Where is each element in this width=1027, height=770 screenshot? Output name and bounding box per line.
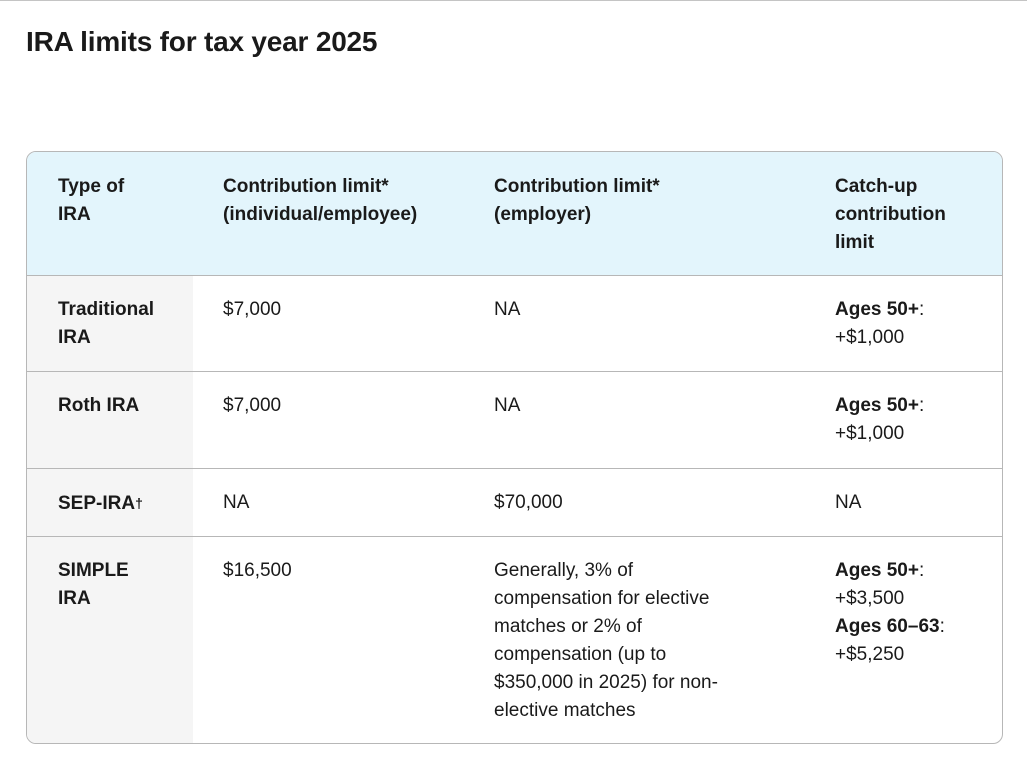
table-row-sep-ira: SEP-IRA† NA $70,000 NA (27, 468, 1002, 537)
cell-individual-limit: $7,000 (193, 275, 464, 372)
cell-employer-limit: $70,000 (464, 468, 804, 537)
table-row-roth-ira: Roth IRA $7,000 NA Ages 50+: +$1,000 (27, 371, 1002, 469)
table-header: Type of IRA Contribution limit* (individ… (27, 152, 1002, 276)
cell-employer-limit: NA (464, 275, 804, 372)
cell-catch-up-limit: NA (804, 468, 1002, 537)
header-catch-up-limit: Catch-up contribution limit (804, 152, 1002, 276)
cell-individual-limit: $7,000 (193, 371, 464, 469)
catch-up-line: Ages 50+: (835, 559, 925, 581)
catch-up-amount: +$1,000 (835, 326, 905, 348)
table-row-simple-ira: SIMPLE IRA $16,500 Generally, 3% of comp… (27, 536, 1002, 743)
catch-up-age-label: Ages 60–63 (835, 615, 940, 637)
ira-limits-table: Type of IRA Contribution limit* (individ… (27, 152, 1002, 743)
page-title: IRA limits for tax year 2025 (26, 26, 378, 57)
ira-limits-table-card: Type of IRA Contribution limit* (individ… (26, 151, 1003, 744)
cell-individual-limit: $16,500 (223, 559, 292, 581)
catch-up-age-label: Ages 50+ (835, 394, 919, 416)
catch-up-amount: +$5,250 (835, 643, 905, 665)
row-type-label: SEP-IRA (58, 492, 136, 514)
row-type-roth-ira: Roth IRA (27, 371, 193, 469)
row-type-traditional-ira: Traditional IRA (27, 275, 193, 372)
cell-catch-up-limit: Ages 50+: +$1,000 (804, 275, 1002, 372)
catch-up-age-label: Ages 50+ (835, 298, 919, 320)
header-contribution-limit-employer: Contribution limit* (employer) (464, 152, 804, 276)
header-row: Type of IRA Contribution limit* (individ… (27, 152, 1002, 276)
catch-up-age-label: Ages 50+ (835, 559, 919, 581)
catch-up-amount: +$3,500 (835, 587, 905, 609)
dagger-footnote-mark: † (135, 494, 143, 511)
table-body: Traditional IRA $7,000 NA Ages 50+: +$1,… (27, 275, 1002, 743)
catch-up-line: Ages 50+: (835, 394, 925, 416)
cell-catch-up-limit: Ages 50+: +$1,000 (804, 371, 1002, 469)
top-divider (0, 0, 1027, 1)
cell-employer-limit: Generally, 3% of compensation for electi… (494, 559, 718, 721)
header-contribution-limit-individual: Contribution limit* (individual/employee… (193, 152, 464, 276)
cell-catch-up-limit: Ages 50+: +$3,500 Ages 60–63: +$5,250 (804, 536, 1002, 743)
catch-up-amount: +$1,000 (835, 422, 905, 444)
catch-up-line: Ages 50+: (835, 298, 925, 320)
catch-up-line: Ages 60–63: (835, 615, 945, 637)
cell-individual-limit: NA (193, 468, 464, 537)
table-row-traditional-ira: Traditional IRA $7,000 NA Ages 50+: +$1,… (27, 275, 1002, 372)
header-type-of-ira: Type of IRA (27, 152, 193, 276)
row-type-simple-ira: SIMPLE IRA (27, 536, 193, 743)
row-type-sep-ira: SEP-IRA† (27, 468, 193, 537)
cell-employer-limit: NA (464, 371, 804, 469)
